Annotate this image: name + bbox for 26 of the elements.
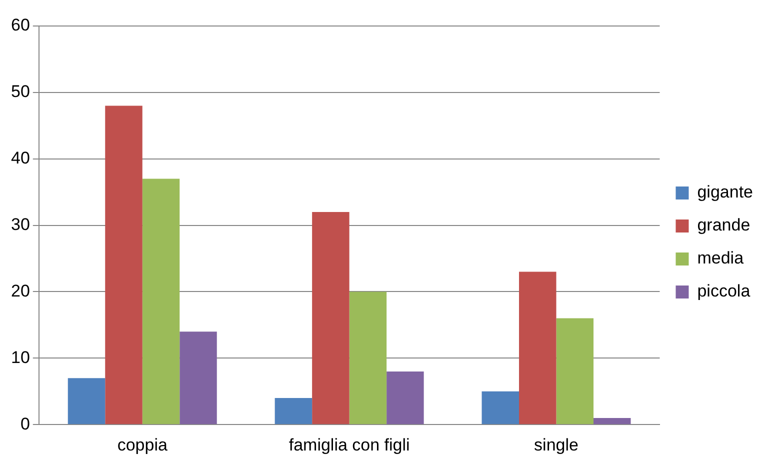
bar (274, 398, 312, 424)
y-tick-label: 60 (10, 16, 30, 35)
y-tick-label: 0 (20, 414, 30, 434)
legend-label: piccola (697, 282, 751, 301)
bar (105, 106, 142, 424)
y-tick-label: 20 (10, 281, 30, 300)
bar (349, 292, 387, 424)
bar (482, 391, 520, 424)
bar (68, 378, 106, 424)
legend-label: media (697, 248, 744, 268)
legend-label: gigante (697, 182, 754, 202)
y-tick-label: 50 (10, 82, 30, 102)
bar (386, 371, 424, 424)
bar (594, 418, 631, 424)
x-tick-label: famiglia con figli (288, 435, 410, 454)
bar (142, 178, 180, 424)
y-tick-label: 30 (10, 214, 30, 234)
bar (556, 318, 594, 424)
y-tick-label: 10 (10, 348, 30, 367)
x-tick-label: coppia (117, 435, 168, 454)
bar (312, 212, 350, 424)
legend-label: grande (697, 216, 750, 235)
bar (519, 272, 556, 424)
y-tick-label: 40 (10, 148, 30, 168)
x-tick-label: single (534, 435, 578, 454)
bar (180, 332, 217, 424)
